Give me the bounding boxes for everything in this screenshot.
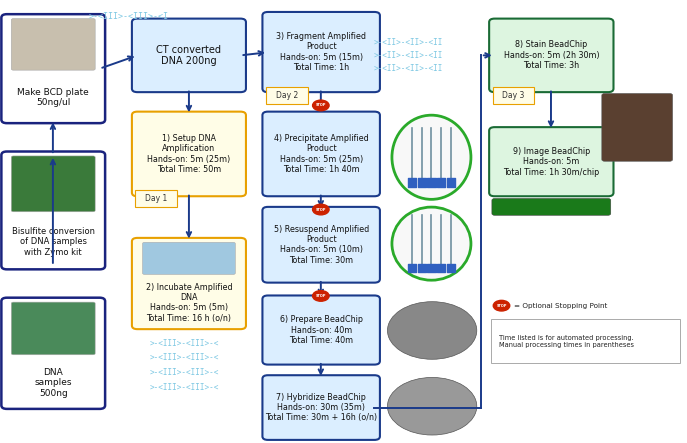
Text: >-<III>-<III>-<: >-<III>-<III>-< xyxy=(150,368,218,377)
FancyBboxPatch shape xyxy=(262,295,380,365)
Text: = Optional Stopping Point: = Optional Stopping Point xyxy=(514,303,607,309)
Text: STOP: STOP xyxy=(315,294,326,298)
Text: 7) Hybridize BeadChip
Hands-on: 30m (35m)
Total Time: 30m + 16h (o/n): 7) Hybridize BeadChip Hands-on: 30m (35m… xyxy=(265,392,377,423)
Text: Bisulfite conversion
of DNA samples
with Zymo kit: Bisulfite conversion of DNA samples with… xyxy=(12,227,95,256)
FancyBboxPatch shape xyxy=(132,238,246,329)
FancyBboxPatch shape xyxy=(11,302,95,355)
Text: >-<III>-<III>-<I: >-<III>-<III>-<I xyxy=(89,12,168,21)
FancyBboxPatch shape xyxy=(266,87,308,104)
Ellipse shape xyxy=(392,115,471,199)
FancyBboxPatch shape xyxy=(262,375,380,440)
Text: >-<III>-<III>-<: >-<III>-<III>-< xyxy=(150,339,218,348)
Text: >-<II>-<II>-<II: >-<II>-<II>-<II xyxy=(374,51,443,60)
Text: 3) Fragment Amplified
Product
Hands-on: 5m (15m)
Total Time: 1h: 3) Fragment Amplified Product Hands-on: … xyxy=(276,32,366,72)
Text: 8) Stain BeadChip
Hands-on: 5m (2h 30m)
Total Time: 3h: 8) Stain BeadChip Hands-on: 5m (2h 30m) … xyxy=(504,40,599,70)
Text: Day 1: Day 1 xyxy=(145,194,168,203)
FancyBboxPatch shape xyxy=(262,112,380,196)
Circle shape xyxy=(313,100,329,111)
FancyBboxPatch shape xyxy=(489,127,613,196)
Circle shape xyxy=(387,377,477,435)
Text: 9) Image BeadChip
Hands-on: 5m
Total Time: 1h 30m/chip: 9) Image BeadChip Hands-on: 5m Total Tim… xyxy=(503,147,600,177)
FancyBboxPatch shape xyxy=(132,112,246,196)
Text: STOP: STOP xyxy=(496,303,507,308)
FancyBboxPatch shape xyxy=(262,12,380,92)
Text: >-<III>-<III>-<: >-<III>-<III>-< xyxy=(150,383,218,392)
FancyBboxPatch shape xyxy=(135,190,177,207)
FancyBboxPatch shape xyxy=(132,19,246,92)
FancyBboxPatch shape xyxy=(493,87,534,104)
Text: DNA
samples
500ng: DNA samples 500ng xyxy=(34,368,72,397)
Text: 4) Precipitate Amplified
Product
Hands-on: 5m (25m)
Total Time: 1h 40m: 4) Precipitate Amplified Product Hands-o… xyxy=(274,134,368,174)
Text: >-<II>-<II>-<II: >-<II>-<II>-<II xyxy=(374,38,443,47)
Text: >-<II>-<II>-<II: >-<II>-<II>-<II xyxy=(374,64,443,73)
Text: Day 2: Day 2 xyxy=(275,91,298,100)
Text: Day 3: Day 3 xyxy=(502,91,525,100)
FancyBboxPatch shape xyxy=(491,319,680,363)
Text: STOP: STOP xyxy=(315,103,326,108)
Circle shape xyxy=(313,204,329,215)
Circle shape xyxy=(493,300,510,311)
FancyBboxPatch shape xyxy=(11,19,95,70)
Text: STOP: STOP xyxy=(315,207,326,212)
Circle shape xyxy=(387,302,477,359)
FancyBboxPatch shape xyxy=(1,152,105,269)
Circle shape xyxy=(313,291,329,301)
Text: 6) Prepare BeadChip
Hands-on: 40m
Total Time: 40m: 6) Prepare BeadChip Hands-on: 40m Total … xyxy=(280,315,363,345)
Ellipse shape xyxy=(392,207,471,280)
FancyBboxPatch shape xyxy=(1,14,105,123)
FancyBboxPatch shape xyxy=(11,156,95,212)
FancyBboxPatch shape xyxy=(602,93,673,161)
Text: 1) Setup DNA
Amplification
Hands-on: 5m (25m)
Total Time: 50m: 1) Setup DNA Amplification Hands-on: 5m … xyxy=(147,134,231,174)
Text: >-<III>-<III>-<: >-<III>-<III>-< xyxy=(150,354,218,362)
FancyBboxPatch shape xyxy=(489,19,613,92)
FancyBboxPatch shape xyxy=(262,207,380,283)
FancyBboxPatch shape xyxy=(492,198,611,215)
Text: 2) Incubate Amplified
DNA
Hands-on: 5m (5m)
Total Time: 16 h (o/n): 2) Incubate Amplified DNA Hands-on: 5m (… xyxy=(146,283,232,323)
Text: 5) Resuspend Amplified
Product
Hands-on: 5m (10m)
Total Time: 30m: 5) Resuspend Amplified Product Hands-on:… xyxy=(273,225,369,265)
FancyBboxPatch shape xyxy=(143,242,235,275)
Text: CT converted
DNA 200ng: CT converted DNA 200ng xyxy=(157,45,221,66)
FancyBboxPatch shape xyxy=(1,298,105,409)
Text: Time listed is for automated processing.
Manual processing times in parentheses: Time listed is for automated processing.… xyxy=(499,334,635,348)
Text: Make BCD plate
50ng/ul: Make BCD plate 50ng/ul xyxy=(17,88,89,107)
